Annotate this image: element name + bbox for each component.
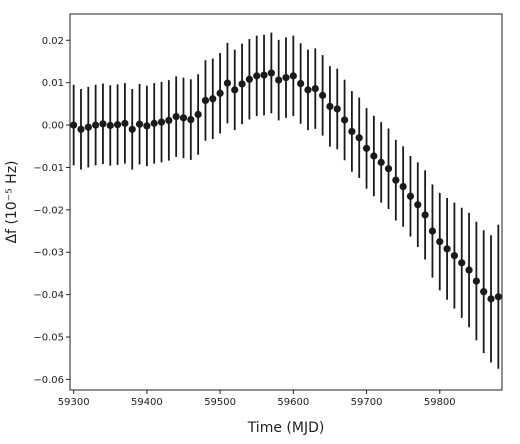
data-point <box>84 123 92 131</box>
data-point <box>260 71 268 79</box>
y-tick-label: 0.01 <box>42 78 64 89</box>
x-axis-label: Time (MJD) <box>247 420 325 436</box>
data-point <box>128 125 136 133</box>
y-tick-label: −0.03 <box>33 248 64 259</box>
y-tick-label: 0.00 <box>42 121 64 132</box>
data-point <box>216 89 224 97</box>
y-tick-label: −0.06 <box>33 375 64 386</box>
data-point <box>465 266 473 274</box>
data-point <box>77 125 85 133</box>
data-point <box>436 238 444 246</box>
data-point <box>480 288 488 296</box>
x-axis-ticks: 59300 59400 59500 59600 59700 59800 <box>58 390 456 408</box>
data-point <box>143 122 151 130</box>
data-point <box>304 86 312 94</box>
data-point <box>333 105 341 113</box>
x-tick-label: 59800 <box>424 397 456 408</box>
data-point <box>194 110 202 119</box>
data-point <box>428 227 437 235</box>
data-point <box>157 118 166 126</box>
data-point <box>297 79 305 88</box>
data-point <box>70 121 78 129</box>
data-point <box>187 115 195 124</box>
data-point <box>135 120 144 128</box>
data-point <box>245 75 253 83</box>
data-point <box>472 277 480 285</box>
data-point <box>406 192 415 200</box>
data-point <box>326 102 334 111</box>
data-point <box>165 116 173 124</box>
data-point <box>311 85 319 93</box>
errorbar-group <box>72 32 500 369</box>
data-point <box>253 72 261 80</box>
data-point <box>92 121 100 129</box>
data-point <box>209 95 217 103</box>
data-point <box>319 91 327 99</box>
data-point <box>340 116 349 124</box>
data-point <box>414 201 422 209</box>
data-point <box>150 119 158 127</box>
plot-frame <box>69 13 503 391</box>
data-point <box>384 165 393 173</box>
data-point <box>223 79 232 87</box>
data-point <box>458 259 466 267</box>
y-tick-label: 0.02 <box>42 36 64 47</box>
x-tick-label: 59500 <box>204 397 236 408</box>
data-point <box>267 69 275 77</box>
data-point <box>172 112 180 121</box>
data-point <box>238 80 246 88</box>
data-point <box>275 76 283 84</box>
data-point <box>362 144 371 152</box>
data-point <box>282 73 290 82</box>
x-tick-label: 59600 <box>277 397 309 408</box>
data-point <box>289 72 297 80</box>
data-point <box>201 96 210 105</box>
data-point <box>121 119 129 127</box>
data-point <box>348 127 356 136</box>
y-tick-label: −0.05 <box>33 333 64 344</box>
point-group <box>70 69 502 303</box>
data-point <box>370 152 378 160</box>
x-tick-label: 59300 <box>58 397 90 408</box>
data-point <box>179 114 188 122</box>
data-point <box>106 121 114 130</box>
data-point <box>99 120 107 128</box>
data-point <box>487 295 495 303</box>
data-point <box>231 86 239 94</box>
data-point <box>443 245 451 253</box>
data-point <box>377 158 385 166</box>
data-point <box>494 293 502 301</box>
data-point <box>399 182 407 191</box>
x-tick-label: 59700 <box>351 397 383 408</box>
y-axis-label: Δf (10⁻⁵ Hz) <box>4 160 20 243</box>
y-axis-ticks: 0.02 0.01 0.00 −0.01 −0.02 −0.03 −0.04 −0.05 −0.… <box>33 36 70 386</box>
y-tick-label: −0.02 <box>33 205 64 216</box>
y-tick-label: −0.04 <box>33 290 64 301</box>
data-point <box>421 211 429 219</box>
x-tick-label: 59400 <box>131 397 163 408</box>
y-tick-label: −0.01 <box>33 163 64 174</box>
data-point <box>113 121 122 129</box>
data-point <box>450 252 459 260</box>
data-point <box>392 176 400 184</box>
data-point <box>355 134 363 142</box>
